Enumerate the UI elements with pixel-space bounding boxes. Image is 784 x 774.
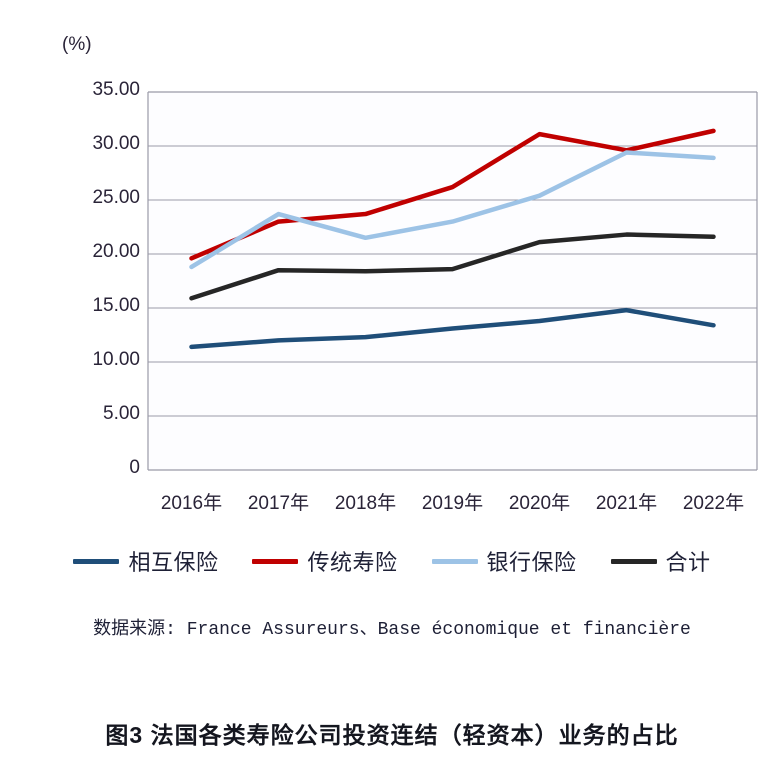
legend-item-label: 银行保险 — [486, 550, 577, 575]
x-axis-tick-label: 2017年 — [247, 493, 310, 514]
legend-item-0[interactable]: 相互保险 — [73, 545, 218, 577]
legend-swatch-icon — [73, 558, 120, 564]
legend-swatch-icon — [252, 558, 299, 564]
legend-item-label: 合计 — [665, 550, 711, 575]
legend-swatch-icon — [431, 558, 478, 564]
x-axis-tick-label: 2019年 — [421, 493, 484, 514]
x-axis-tick-label: 2021年 — [595, 493, 658, 514]
chart-legend: 相互保险 传统寿险 银行保险 合计 — [0, 545, 784, 577]
y-axis-tick-label: 0 — [129, 457, 140, 478]
y-axis-tick-label: 25.00 — [92, 187, 140, 208]
legend-item-label: 相互保险 — [128, 550, 219, 575]
series-line-2 — [189, 150, 716, 270]
x-axis-tick-label: 2020年 — [508, 493, 571, 514]
legend-item-label: 传统寿险 — [307, 550, 398, 575]
y-axis-tick-label: 35.00 — [92, 79, 140, 100]
x-axis-tick-label: 2022年 — [682, 493, 745, 514]
y-axis-tick-label: 30.00 — [92, 133, 140, 154]
y-axis-tick-label: 20.00 — [92, 241, 140, 262]
series-line-0 — [189, 307, 716, 350]
plot-area: 0 5.00 10.00 15.00 20.00 25.00 30.00 35.00 2016年… — [92, 79, 758, 514]
line-chart-svg — [147, 91, 758, 471]
x-axis-tick-label: 2016年 — [160, 493, 223, 514]
y-axis-tick-label: 5.00 — [103, 403, 140, 424]
y-axis-tick-label: 10.00 — [92, 349, 140, 370]
legend-item-1[interactable]: 传统寿险 — [252, 545, 397, 577]
y-axis-unit-label: (%) — [62, 34, 92, 55]
figure-caption: 图3 法国各类寿险公司投资连结（轻资本）业务的占比 — [105, 722, 679, 748]
source-note: 数据来源: France Assureurs、Base économique e… — [93, 620, 691, 640]
series-line-3 — [189, 232, 716, 301]
legend-item-2[interactable]: 银行保险 — [431, 545, 577, 577]
legend-swatch-icon — [610, 558, 657, 564]
legend-item-3[interactable]: 合计 — [610, 545, 711, 577]
x-axis-tick-label: 2018年 — [334, 493, 397, 514]
y-axis-tick-label: 15.00 — [92, 295, 140, 316]
